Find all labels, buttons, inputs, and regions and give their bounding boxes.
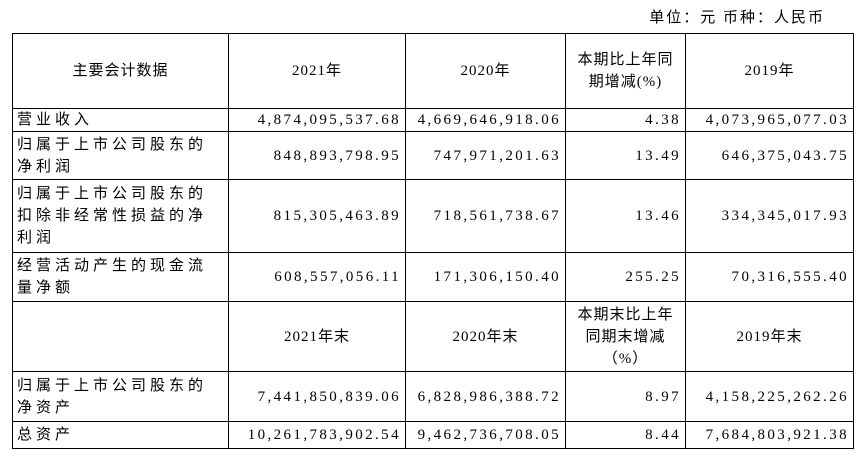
header-cell: 2019年末 (685, 301, 854, 372)
data-row: 经营活动产生的现金流量净额 608,557,056.11 171,306,150.4… (12, 252, 854, 302)
data-row: 归属于上市公司股东的净资产 7,441,850,839.06 6,828,986,3… (12, 371, 854, 422)
value-cell: 747,971,201.63 (405, 131, 566, 180)
value-cell: 4,073,965,077.03 (685, 108, 854, 132)
value-cell: 4.38 (565, 108, 686, 132)
header-cell: 2019年 (685, 33, 854, 109)
value-cell: 255.25 (565, 252, 686, 302)
value-cell: 608,557,056.11 (228, 252, 406, 302)
row-label: 营业收入 (12, 108, 229, 132)
data-row: 归属于上市公司股东的净利润 848,893,798.95 747,971,201.6… (12, 131, 854, 180)
value-cell: 13.46 (565, 179, 686, 253)
value-cell: 4,669,646,918.06 (405, 108, 566, 132)
value-cell: 4,874,095,537.68 (228, 108, 406, 132)
header-cell: 本期比上年同期增减(%) (565, 33, 686, 109)
header-cell: 本期末比上年同期末增减（%） (565, 301, 686, 372)
header-cell: 2021年 (228, 33, 406, 109)
value-cell: 4,158,225,262.26 (685, 371, 854, 422)
header-row: 2021年末 2020年末 本期末比上年同期末增减（%） 2019年末 (12, 301, 854, 372)
data-row: 归属于上市公司股东的扣除非经常性损益的净利润 815,305,463.89 718,… (12, 179, 854, 253)
value-cell: 7,441,850,839.06 (228, 371, 406, 422)
value-cell: 171,306,150.40 (405, 252, 566, 302)
value-cell: 815,305,463.89 (228, 179, 406, 253)
value-cell: 334,345,017.93 (685, 179, 854, 253)
value-cell: 718,561,738.67 (405, 179, 566, 253)
header-cell: 2021年末 (228, 301, 406, 372)
row-label: 归属于上市公司股东的净利润 (12, 131, 229, 180)
value-cell: 8.44 (565, 421, 686, 449)
row-label: 归属于上市公司股东的扣除非经常性损益的净利润 (12, 179, 229, 253)
value-cell: 848,893,798.95 (228, 131, 406, 180)
row-label: 归属于上市公司股东的净资产 (12, 371, 229, 422)
data-table: 主要会计数据 2021年 2020年 本期比上年同期增减(%) 2019年 营业收入 4,8… (12, 33, 854, 449)
header-cell: 主要会计数据 (12, 33, 229, 109)
value-cell: 6,828,986,388.72 (405, 371, 566, 422)
data-row: 营业收入 4,874,095,537.68 4,669,646,918.06 4.38… (12, 108, 854, 132)
row-label: 经营活动产生的现金流量净额 (12, 252, 229, 302)
value-cell: 9,462,736,708.05 (405, 421, 566, 449)
value-cell: 13.49 (565, 131, 686, 180)
header-cell: 2020年末 (405, 301, 566, 372)
row-label: 总资产 (12, 421, 229, 449)
value-cell: 7,684,803,921.38 (685, 421, 854, 449)
header-row: 主要会计数据 2021年 2020年 本期比上年同期增减(%) 2019年 (12, 33, 854, 109)
value-cell: 10,261,783,902.54 (228, 421, 406, 449)
value-cell: 8.97 (565, 371, 686, 422)
header-cell: 2020年 (405, 33, 566, 109)
header-cell (12, 301, 229, 372)
unit-note: 单位：元 币种：人民币 (649, 10, 825, 26)
data-row: 总资产 10,261,783,902.54 9,462,736,708.05 8.44… (12, 421, 854, 449)
value-cell: 646,375,043.75 (685, 131, 854, 180)
value-cell: 70,316,555.40 (685, 252, 854, 302)
